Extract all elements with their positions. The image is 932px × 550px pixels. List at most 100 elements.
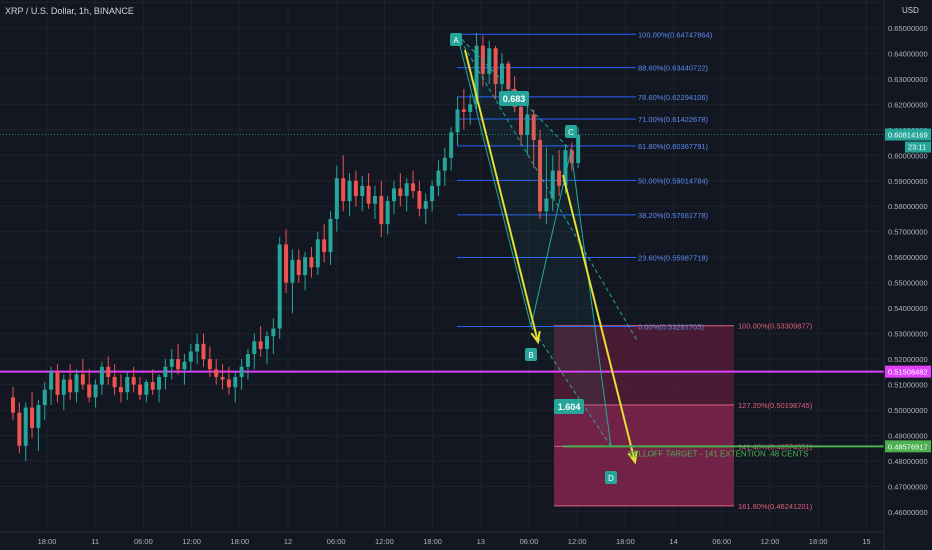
candle-body [576,134,581,163]
projection-arrow-ab [464,49,539,343]
time-tick-label: 18:00 [616,537,635,546]
time-tick-label: 18:00 [38,537,57,546]
candle-body [334,178,339,219]
candle-body [455,109,460,133]
pattern-ac-dashed [456,33,572,151]
candle-body [404,183,409,197]
price-axis [884,0,932,550]
price-tick-label: 0.50000000 [888,406,928,415]
candle-body [42,389,47,405]
candle-body [487,48,492,74]
price-tick-label: 0.64000000 [888,49,928,58]
candle-body [417,190,422,209]
fib-level-label: 50.00%(0.59014784) [638,176,709,185]
ratio-label-bc [499,91,529,106]
candle-body [284,244,289,283]
price-tick-label: 0.65000000 [888,24,928,33]
extension-level-label: 100.00%(0.53309877) [738,322,813,331]
candle-body [296,259,301,276]
candle-body [442,157,447,171]
fib-level-label: 23.60%(0.55987718) [638,254,709,263]
pattern-leg [456,34,532,327]
candle-body [182,361,187,370]
target-price-tag [885,440,931,453]
time-tick-label: 14 [669,537,677,546]
candle-body [480,45,485,74]
candle-body [506,63,511,90]
time-tick-label: 15 [862,537,870,546]
candle-body [239,366,244,377]
time-tick-label: 12:00 [761,537,780,546]
candle-body [468,104,473,112]
candle-body [398,188,403,197]
price-tick-label: 0.59000000 [888,177,928,186]
price-tick-label: 0.46000000 [888,508,928,517]
candle-body [372,196,377,204]
candle-body [544,198,549,212]
candle-body [265,336,269,349]
extension-level-label: 161.80%(0.46241201) [738,502,813,511]
candle-body [290,259,295,283]
point-a-marker-label: A [453,36,459,45]
last-price-tag [885,128,931,141]
candle-body [430,185,435,202]
candle-body [144,382,149,395]
candle-body [188,351,193,362]
pattern-fill-abc [457,34,571,327]
symbol-title[interactable]: XRP / U.S. Dollar, 1h, BINANCE [5,6,134,16]
time-tick-label: 18:00 [809,537,828,546]
candle-body [112,376,117,388]
candle-body [392,188,396,202]
candle-body [499,63,504,84]
price-tick-label: 0.62000000 [888,100,928,109]
fib-level-label: 61.80%(0.60367791) [638,142,709,151]
pattern-leg [570,150,612,447]
candle-body [341,178,346,202]
candle-body [214,369,219,377]
fib-level-label: 88.60%(0.63440722) [638,64,709,73]
candle-body [157,376,162,390]
candle-body [436,170,441,186]
candle-body [207,359,212,370]
candle-body [36,404,41,428]
ratio-label-cd-text: 1.604 [558,402,581,412]
fib-level-label: 38.20%(0.57661778) [638,211,709,220]
candle-body [271,328,276,337]
candle-body [385,201,390,225]
point-c-marker-label: C [568,128,574,137]
point-a-marker [450,33,462,46]
candle-body [347,180,352,202]
point-b-marker-label: B [528,351,533,360]
fib-level-label: 0.00%(0.53281705) [638,322,704,331]
candle-body [17,412,22,446]
candle-body [474,45,479,105]
candle-body [563,150,568,186]
candle-body [163,366,168,377]
time-tick-label: 18:00 [230,537,249,546]
pattern-fill-bcd [531,150,611,447]
candle-body [68,379,73,393]
price-tick-label: 0.48000000 [888,457,928,466]
projection-arrow-ab-head [530,330,541,345]
time-tick-label: 06:00 [520,537,539,546]
price-tick-label: 0.57000000 [888,228,928,237]
candle-body [315,239,320,268]
candle-body [87,384,92,398]
candle-body [226,379,231,388]
target-annotation: SELLOFF TARGET - 141 EXTENTION .48 CENTS [628,449,809,458]
last-price-tag-text: 0.60814169 [888,131,928,140]
price-tick-label: 0.58000000 [888,202,928,211]
fib-level-label: 71.00%(0.61422678) [638,115,709,124]
price-tick-label: 0.63000000 [888,75,928,84]
price-tick-label: 0.60000000 [888,151,928,160]
candle-body [277,244,282,329]
time-tick-label: 11 [91,537,99,546]
candle-body [303,257,308,276]
time-tick-label: 06:00 [712,537,731,546]
candle-body [252,341,257,355]
price-tick-label: 0.55000000 [888,279,928,288]
time-tick-label: 12:00 [182,537,201,546]
